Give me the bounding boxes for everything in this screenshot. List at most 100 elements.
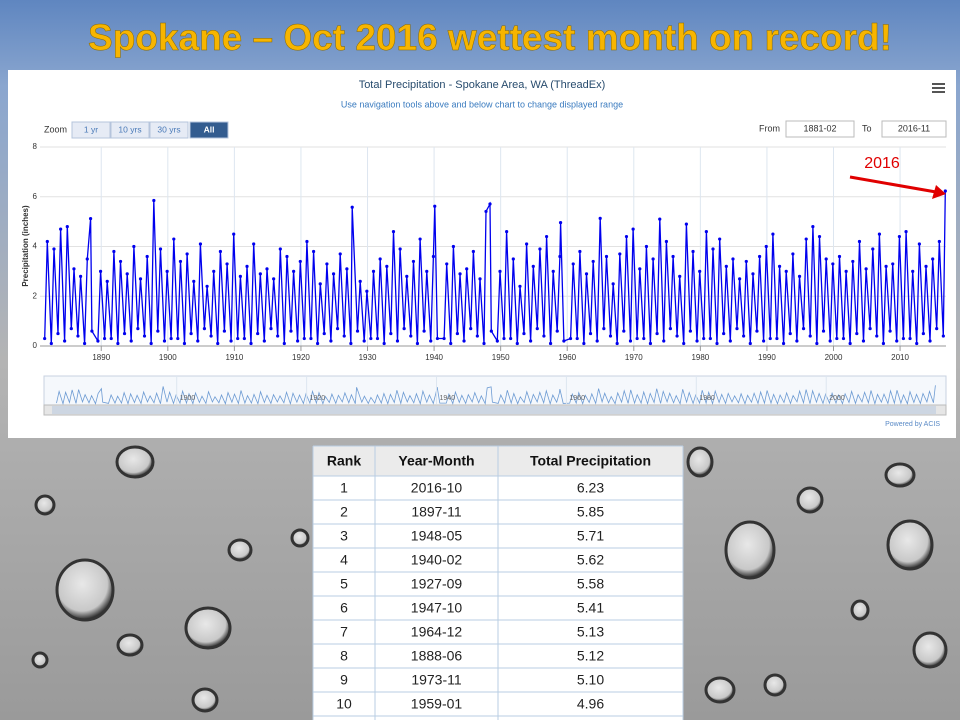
data-point bbox=[544, 234, 549, 239]
data-point bbox=[855, 331, 859, 336]
data-point bbox=[125, 272, 129, 276]
zoom-button-label[interactable]: 1 yr bbox=[84, 124, 98, 134]
data-point bbox=[724, 264, 728, 268]
data-point bbox=[72, 267, 76, 271]
annotation-arrowhead bbox=[932, 185, 946, 199]
zoom-button-label[interactable]: 30 yrs bbox=[157, 124, 180, 134]
data-point bbox=[371, 269, 376, 273]
data-point bbox=[249, 341, 253, 346]
data-point bbox=[88, 217, 93, 221]
data-point bbox=[708, 336, 712, 341]
x-tick-label: 1900 bbox=[159, 353, 177, 362]
data-point bbox=[309, 336, 313, 341]
data-point bbox=[684, 222, 688, 226]
table-cell: 8 bbox=[340, 648, 348, 664]
data-point bbox=[445, 262, 449, 266]
data-point bbox=[555, 329, 559, 333]
table-cell: 1964-12 bbox=[411, 624, 463, 640]
zoom-button[interactable] bbox=[149, 121, 189, 139]
data-point bbox=[83, 341, 87, 346]
table-cell: 10 bbox=[336, 696, 352, 712]
table-cell: 7 bbox=[340, 624, 348, 640]
data-point bbox=[664, 239, 669, 244]
data-point bbox=[535, 326, 539, 331]
data-point bbox=[558, 254, 562, 259]
data-point bbox=[764, 244, 768, 249]
data-point bbox=[635, 336, 639, 341]
data-point bbox=[695, 339, 699, 343]
table-cell: 1927-09 bbox=[411, 576, 463, 592]
data-point bbox=[325, 262, 329, 266]
data-point bbox=[449, 341, 453, 346]
x-tick-label: 1980 bbox=[691, 353, 709, 362]
data-point bbox=[152, 198, 156, 203]
data-point bbox=[775, 336, 779, 341]
data-point bbox=[591, 259, 595, 264]
navigator-line bbox=[56, 385, 936, 406]
data-point bbox=[425, 269, 429, 273]
data-point bbox=[469, 326, 473, 331]
menu-icon[interactable] bbox=[932, 83, 945, 93]
data-point bbox=[335, 326, 340, 331]
data-point bbox=[562, 339, 566, 343]
data-point bbox=[52, 247, 56, 251]
zoom-button[interactable] bbox=[71, 121, 111, 139]
navigator-tick-label: 1920 bbox=[310, 395, 326, 402]
data-point bbox=[844, 269, 848, 273]
zoom-button-label[interactable]: All bbox=[204, 124, 215, 134]
data-point bbox=[768, 336, 772, 341]
data-point bbox=[398, 247, 402, 251]
data-point bbox=[868, 326, 872, 331]
data-point bbox=[861, 339, 866, 343]
data-point bbox=[145, 254, 149, 259]
x-tick-label: 1890 bbox=[92, 353, 110, 362]
navigator-tick-label: 1960 bbox=[569, 395, 585, 402]
data-point bbox=[212, 269, 216, 273]
credit[interactable]: Powered by ACIS bbox=[885, 421, 940, 428]
data-point bbox=[252, 242, 256, 246]
data-point bbox=[345, 267, 349, 271]
data-point bbox=[65, 225, 69, 229]
table-cell: 4.96 bbox=[577, 696, 604, 712]
data-point bbox=[382, 341, 386, 346]
data-point bbox=[222, 329, 226, 333]
data-point bbox=[631, 227, 635, 231]
data-point bbox=[484, 209, 488, 214]
data-point bbox=[238, 274, 242, 278]
data-point bbox=[658, 217, 662, 221]
data-point bbox=[338, 252, 342, 256]
data-point bbox=[698, 269, 702, 273]
table-cell: 1888-06 bbox=[411, 648, 463, 664]
data-point bbox=[608, 334, 613, 338]
data-point bbox=[198, 242, 203, 246]
data-point bbox=[678, 274, 682, 278]
x-tick-label: 1930 bbox=[359, 353, 377, 362]
scrollbar-thumb[interactable] bbox=[52, 406, 936, 414]
to-input[interactable] bbox=[881, 120, 947, 138]
data-point bbox=[502, 336, 506, 341]
table-cell: 1948-05 bbox=[411, 528, 463, 544]
zoom-label: Zoom bbox=[44, 124, 67, 134]
data-point bbox=[76, 334, 80, 338]
from-value[interactable]: 1881-02 bbox=[803, 123, 836, 133]
table-cell: 1897-11 bbox=[411, 504, 462, 520]
data-point bbox=[848, 341, 852, 346]
data-point bbox=[751, 272, 755, 276]
data-point bbox=[628, 339, 633, 343]
data-point bbox=[232, 232, 236, 236]
zoom-button[interactable] bbox=[110, 121, 150, 139]
data-point bbox=[804, 237, 808, 241]
data-point bbox=[801, 326, 806, 331]
data-point bbox=[369, 336, 373, 341]
data-point bbox=[895, 339, 899, 343]
data-point bbox=[118, 259, 123, 264]
data-point bbox=[258, 272, 262, 276]
to-value[interactable]: 2016-11 bbox=[898, 123, 930, 133]
data-point bbox=[881, 341, 886, 346]
data-point bbox=[571, 262, 575, 266]
zoom-button-label[interactable]: 10 yrs bbox=[118, 124, 141, 134]
data-point bbox=[877, 232, 882, 236]
zoom-button[interactable] bbox=[189, 121, 229, 139]
data-point bbox=[350, 205, 354, 209]
from-input[interactable] bbox=[785, 120, 855, 138]
